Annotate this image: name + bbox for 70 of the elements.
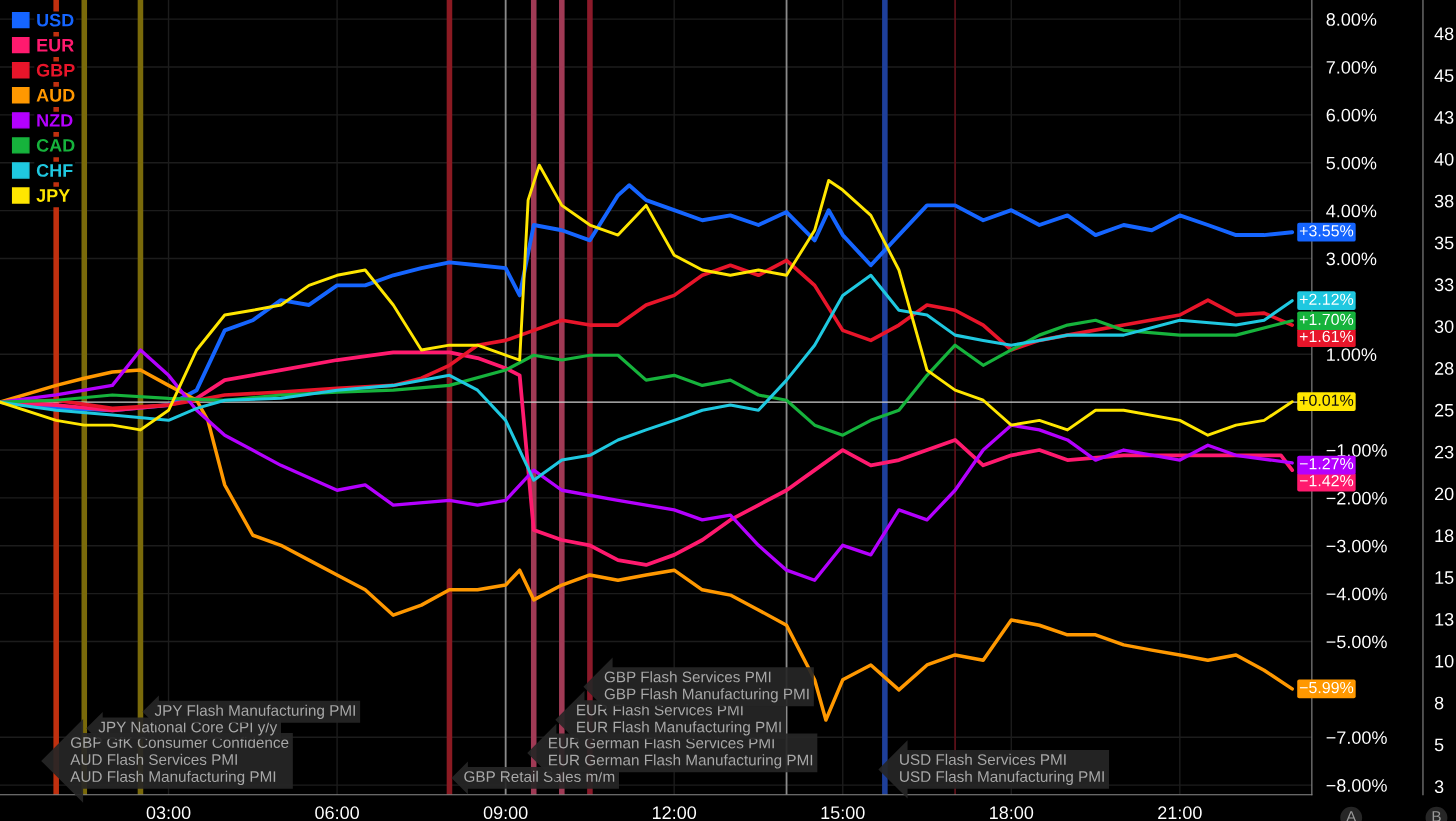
ref-line-label: GBP GfK Consumer Confidence AUD Flash Services PMI AUD Flash Manufacturing PMI bbox=[70, 736, 289, 786]
x-tick-label: 12:00 bbox=[652, 806, 697, 820]
ref-line-label: GBP Flash Services PMI GBP Flash Manufacturing PMI bbox=[604, 671, 809, 703]
y-tick-label: −2.00% bbox=[1326, 491, 1387, 505]
data-label: +2.12% bbox=[1299, 293, 1354, 305]
y2-tick-label: 13 bbox=[1435, 612, 1454, 626]
y2-tick-label: 35 bbox=[1434, 236, 1454, 250]
y-tick-label: 8.00% bbox=[1326, 13, 1377, 26]
y-tick-label: −5.00% bbox=[1326, 635, 1387, 649]
y-axis-title: A bbox=[1346, 811, 1357, 821]
legend-label: GBP bbox=[36, 63, 75, 77]
y-tick-label: −1.00% bbox=[1326, 443, 1387, 457]
y2-axis-title: B bbox=[1432, 811, 1441, 821]
data-label: +1.61% bbox=[1299, 330, 1354, 343]
y2-tick-label: 38 bbox=[1434, 194, 1454, 208]
data-label: +1.70% bbox=[1299, 313, 1354, 326]
x-tick-label: 09:00 bbox=[483, 806, 528, 820]
data-label: −1.42% bbox=[1299, 474, 1354, 487]
y2-tick-label: 10 bbox=[1435, 654, 1454, 668]
y-tick-label: −8.00% bbox=[1326, 779, 1387, 792]
line-series bbox=[0, 273, 1294, 482]
legend-label: CHF bbox=[36, 164, 73, 177]
y2-tick-label: 20 bbox=[1434, 487, 1454, 501]
x-tick-label: 03:00 bbox=[146, 806, 191, 820]
ref-line-label: GBP Retail Sales m/m bbox=[464, 770, 615, 783]
y2-tick-label: 43 bbox=[1434, 111, 1454, 124]
y-tick-label: 7.00% bbox=[1326, 60, 1377, 74]
y2-tick-label: 25 bbox=[1434, 403, 1454, 417]
y2-tick-label: 45 bbox=[1434, 69, 1454, 83]
y-tick-label: −4.00% bbox=[1326, 587, 1387, 601]
y-tick-label: −3.00% bbox=[1326, 539, 1387, 553]
data-label: −5.99% bbox=[1299, 681, 1354, 694]
ref-line-label: JPY National Core CPI y/y bbox=[98, 721, 278, 736]
legend-label: USD bbox=[37, 13, 74, 27]
x-tick-label: 21:00 bbox=[1158, 806, 1202, 820]
y2-tick-label: 8 bbox=[1434, 696, 1444, 710]
legend-label: JPY bbox=[36, 189, 70, 202]
y2-tick-label: 15 bbox=[1435, 571, 1454, 584]
ref-line-label: EUR German Flash Services PMI EUR German Flash Manufacturing PMI bbox=[549, 737, 813, 769]
legend-label: CAD bbox=[36, 139, 75, 152]
y-tick-label: 1.00% bbox=[1327, 348, 1377, 361]
line-series bbox=[0, 368, 1294, 722]
data-label: +0.01% bbox=[1299, 394, 1354, 406]
y2-tick-label: 23 bbox=[1434, 445, 1454, 459]
y2-tick-label: 48 bbox=[1434, 27, 1454, 41]
y2-tick-label: 28 bbox=[1434, 362, 1454, 375]
x-tick-label: 18:00 bbox=[990, 806, 1034, 820]
ref-line-label: EUR Flash Services PMI EUR Flash Manufacturing PMI bbox=[577, 704, 781, 736]
x-tick-label: 15:00 bbox=[821, 806, 865, 820]
y2-tick-label: 33 bbox=[1434, 278, 1454, 292]
y2-tick-label: 30 bbox=[1434, 320, 1454, 333]
legend-label: NZD bbox=[37, 114, 73, 127]
y-tick-label: 3.00% bbox=[1326, 252, 1377, 266]
x-tick-label: 06:00 bbox=[315, 806, 359, 820]
y-tick-label: 5.00% bbox=[1326, 156, 1377, 170]
ref-line-label: JPY Flash Manufacturing PMI bbox=[154, 704, 355, 719]
y2-tick-label: 3 bbox=[1434, 780, 1444, 794]
y-tick-label: −7.00% bbox=[1326, 731, 1387, 744]
data-label: +3.55% bbox=[1299, 225, 1354, 237]
legend-label: AUD bbox=[36, 89, 75, 102]
y2-tick-label: 5 bbox=[1434, 738, 1444, 752]
line-series bbox=[0, 318, 1294, 437]
data-label: −1.27% bbox=[1299, 458, 1354, 470]
legend-label: EUR bbox=[37, 38, 74, 52]
ref-line-label: USD Flash Services PMI USD Flash Manufacturing PMI bbox=[900, 753, 1104, 786]
y-tick-label: 6.00% bbox=[1326, 108, 1377, 122]
y-tick-label: 4.00% bbox=[1326, 204, 1377, 218]
y2-tick-label: 18 bbox=[1435, 529, 1454, 543]
y2-tick-label: 40 bbox=[1434, 152, 1454, 166]
line-series bbox=[0, 163, 1294, 437]
